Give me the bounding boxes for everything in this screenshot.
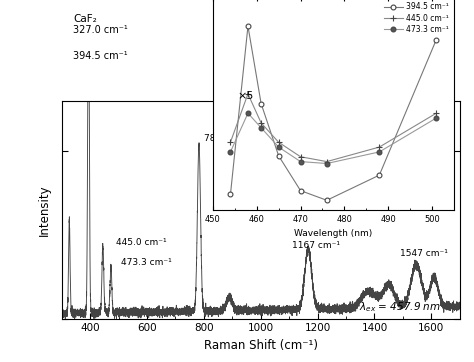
Text: 327.0 cm⁻¹: 327.0 cm⁻¹ [73,25,128,35]
Text: $\lambda_{ex}$ = 457.9 nm: $\lambda_{ex}$ = 457.9 nm [359,300,441,313]
Y-axis label: Intensity: Intensity [38,184,51,236]
Text: 1547 cm⁻¹: 1547 cm⁻¹ [400,249,448,258]
Text: 473.3 cm⁻¹: 473.3 cm⁻¹ [121,258,172,267]
X-axis label: Raman Shift (cm⁻¹): Raman Shift (cm⁻¹) [204,339,318,352]
Text: 394.5 cm⁻¹: 394.5 cm⁻¹ [73,51,128,61]
Text: 1167 cm⁻¹: 1167 cm⁻¹ [292,241,340,250]
Text: 445.0 cm⁻¹: 445.0 cm⁻¹ [116,238,166,247]
Text: 783 cm⁻¹: 783 cm⁻¹ [204,134,246,143]
Text: CaF₂: CaF₂ [73,14,97,25]
